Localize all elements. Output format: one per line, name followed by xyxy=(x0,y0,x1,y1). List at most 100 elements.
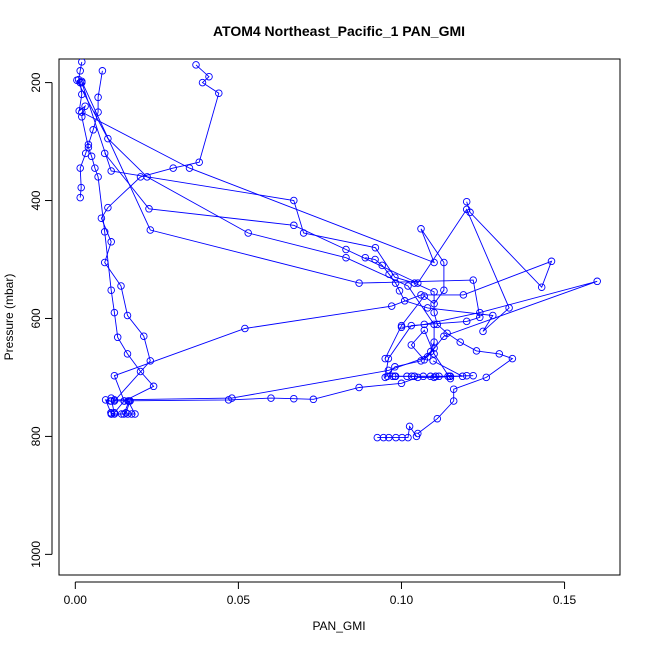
data-point xyxy=(384,354,393,363)
data-point xyxy=(440,332,448,340)
data-point xyxy=(449,397,458,405)
data-point xyxy=(143,173,151,181)
data-point xyxy=(430,258,438,267)
data-point xyxy=(110,308,119,317)
data-point xyxy=(414,279,422,287)
data-point xyxy=(290,394,298,403)
data-point xyxy=(476,308,484,317)
data-point xyxy=(78,77,86,86)
x-axis-label: PAN_GMI xyxy=(312,619,365,633)
data-point xyxy=(81,102,89,110)
series-line xyxy=(111,375,474,402)
data-point xyxy=(309,395,318,404)
data-point xyxy=(94,93,102,102)
data-point xyxy=(379,433,388,442)
series-layer xyxy=(73,59,601,442)
data-point xyxy=(398,433,406,442)
data-point xyxy=(78,59,86,66)
series-13 xyxy=(107,397,139,418)
data-point xyxy=(403,372,411,381)
plot-data-area xyxy=(73,59,601,442)
series-11 xyxy=(373,422,421,442)
data-point xyxy=(361,253,370,262)
data-point xyxy=(449,385,458,393)
data-point xyxy=(290,221,298,230)
data-point xyxy=(430,299,438,308)
y-tick-label: 400 xyxy=(29,190,43,210)
data-point xyxy=(387,302,396,310)
data-point xyxy=(77,183,85,192)
chart-title: ATOM4 Northeast_Pacific_1 PAN_GMI xyxy=(213,23,465,39)
data-point xyxy=(100,258,109,267)
data-point xyxy=(107,286,115,294)
data-point xyxy=(78,113,86,121)
data-point xyxy=(94,108,102,116)
x-tick-label: 0.05 xyxy=(227,593,251,607)
series-line xyxy=(114,280,598,401)
data-point xyxy=(100,149,109,158)
data-point xyxy=(407,372,416,381)
data-point xyxy=(101,396,110,404)
data-point xyxy=(479,327,487,336)
series-12 xyxy=(383,357,467,381)
data-point xyxy=(100,228,109,236)
data-point xyxy=(419,372,428,381)
data-point xyxy=(420,320,429,329)
data-point xyxy=(445,372,454,381)
y-tick-label: 800 xyxy=(29,426,43,446)
data-point xyxy=(388,372,397,381)
data-point xyxy=(593,277,601,286)
data-point xyxy=(459,291,468,299)
data-point xyxy=(417,291,425,299)
data-point xyxy=(420,326,429,335)
data-point xyxy=(391,279,400,287)
data-point xyxy=(89,126,97,134)
y-axis-label: Pressure (mbar) xyxy=(2,274,16,361)
data-point xyxy=(244,229,252,237)
data-point xyxy=(466,208,474,217)
data-point xyxy=(125,397,133,405)
series-5 xyxy=(78,77,484,382)
series-3 xyxy=(100,149,513,336)
data-point xyxy=(537,283,546,291)
data-point xyxy=(395,287,404,295)
data-point xyxy=(378,261,386,270)
plot-area-frame xyxy=(58,58,621,576)
data-point xyxy=(400,297,409,305)
series-line xyxy=(81,111,445,359)
data-point xyxy=(107,410,116,418)
data-point xyxy=(122,409,130,417)
data-point xyxy=(87,152,96,161)
data-point xyxy=(371,243,380,252)
data-point xyxy=(136,367,145,376)
data-point xyxy=(131,410,139,418)
series-line xyxy=(78,61,155,415)
data-point xyxy=(98,67,107,75)
data-point xyxy=(113,333,122,342)
data-point xyxy=(195,158,203,166)
data-point xyxy=(456,338,464,346)
data-point xyxy=(431,372,440,381)
data-point xyxy=(145,205,153,213)
data-point xyxy=(107,167,115,175)
data-point xyxy=(342,245,350,254)
data-point xyxy=(384,366,393,375)
data-point xyxy=(215,89,223,97)
data-point xyxy=(78,108,86,116)
data-point xyxy=(404,282,412,290)
data-point xyxy=(429,357,437,365)
series-4 xyxy=(73,76,455,383)
data-point xyxy=(430,338,438,346)
data-point xyxy=(120,410,128,418)
data-point xyxy=(472,347,481,355)
data-point xyxy=(342,253,350,262)
data-point xyxy=(146,357,155,365)
data-point xyxy=(107,238,115,246)
data-point xyxy=(84,140,93,149)
series-2 xyxy=(78,78,517,438)
data-point xyxy=(97,214,106,222)
data-point xyxy=(469,276,477,284)
data-point xyxy=(127,410,136,418)
series-line xyxy=(76,79,451,379)
